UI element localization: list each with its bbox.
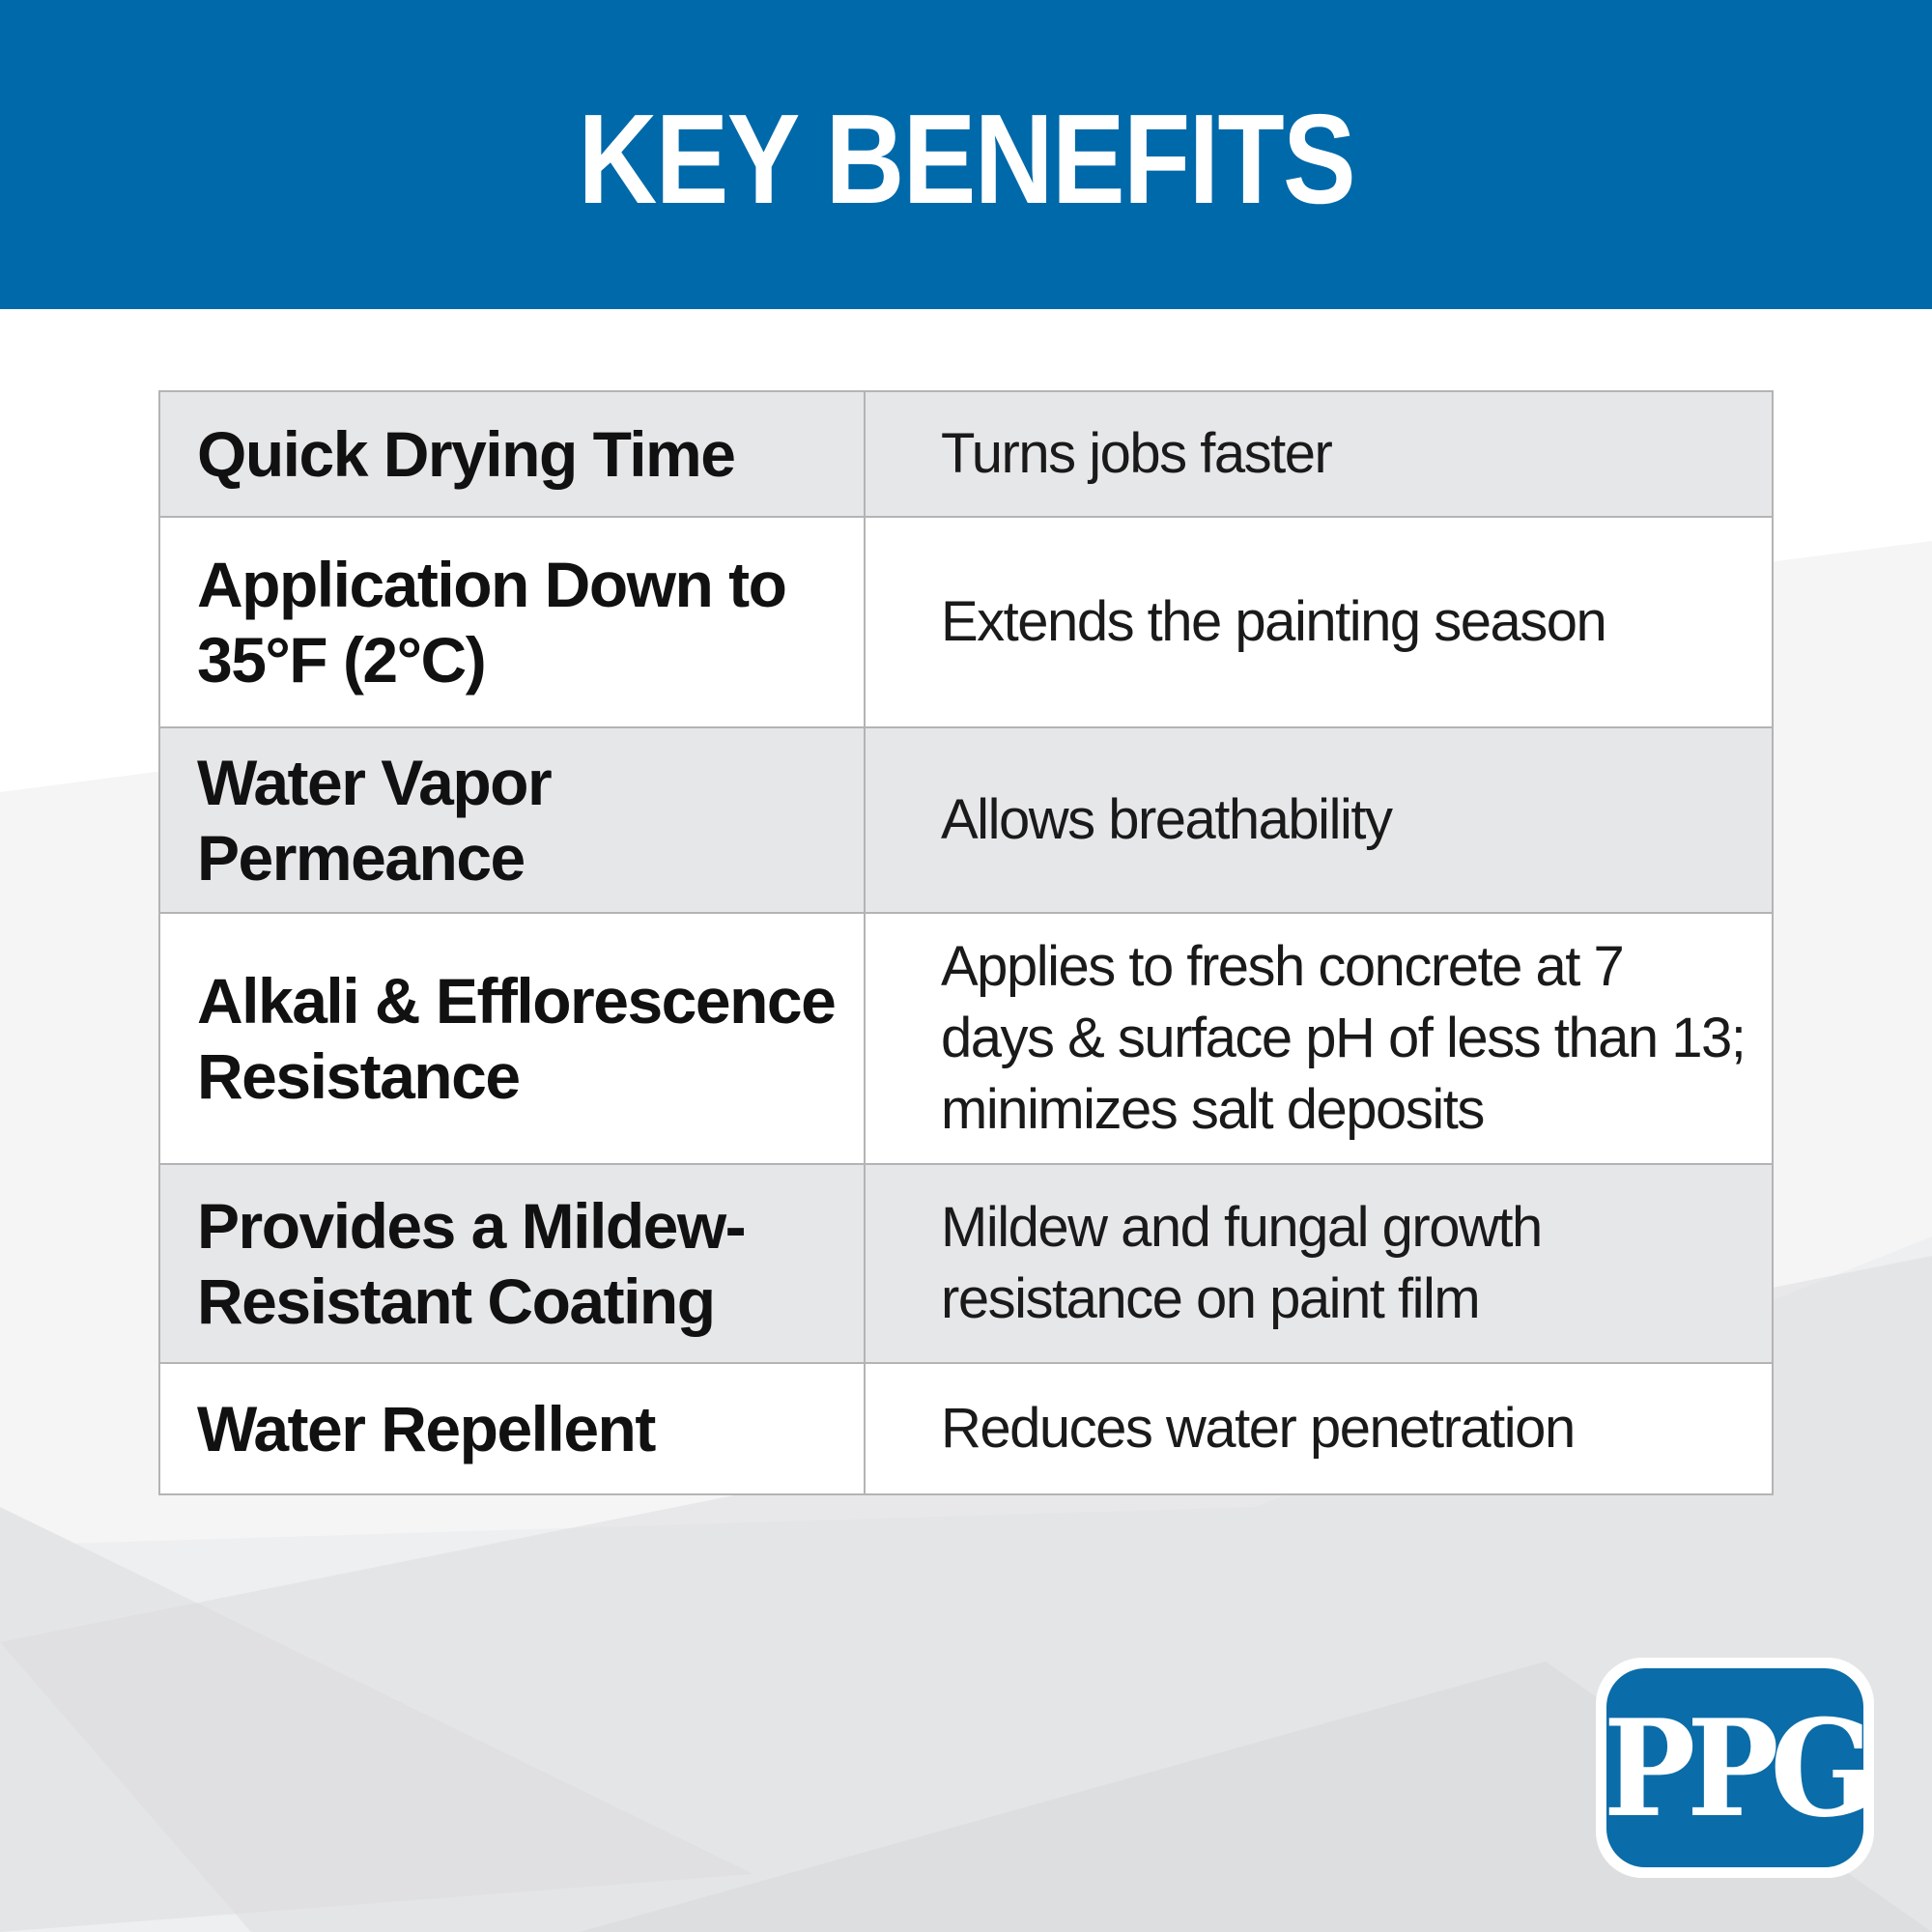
feature-cell: Quick Drying Time xyxy=(158,390,866,518)
feature-label: Quick Drying Time xyxy=(197,418,736,490)
table-row: Water Vapor Permeance Allows breathabili… xyxy=(158,726,1774,914)
feature-cell: Provides a Mildew- Resistant Coating xyxy=(158,1163,866,1364)
description-cell: Applies to fresh concrete at 7 days & su… xyxy=(864,912,1774,1165)
feature-label: Provides a Mildew- Resistant Coating xyxy=(197,1190,747,1337)
description-text: Reduces water penetration xyxy=(941,1397,1576,1460)
table-row: Application Down to 35°F (2°C) Extends t… xyxy=(158,516,1774,728)
feature-label: Water Vapor Permeance xyxy=(197,747,553,894)
benefits-table: Quick Drying Time Turns jobs faster Appl… xyxy=(158,390,1774,1495)
feature-cell: Application Down to 35°F (2°C) xyxy=(158,516,866,728)
table-row: Provides a Mildew- Resistant Coating Mil… xyxy=(158,1163,1774,1364)
feature-cell: Water Repellent xyxy=(158,1362,866,1495)
description-text: Extends the painting season xyxy=(941,590,1607,653)
ppg-logo-text: PPG xyxy=(1604,1689,1875,1847)
feature-label: Water Repellent xyxy=(197,1393,656,1464)
header-banner: KEY BENEFITS xyxy=(0,0,1932,309)
table-row: Quick Drying Time Turns jobs faster xyxy=(158,390,1774,518)
ppg-logo-badge: PPG xyxy=(1604,1668,1875,1867)
feature-cell: Water Vapor Permeance xyxy=(158,726,866,914)
table-row: Water Repellent Reduces water penetratio… xyxy=(158,1362,1774,1495)
description-cell: Allows breathability xyxy=(864,726,1774,914)
description-cell: Reduces water penetration xyxy=(864,1362,1774,1495)
description-cell: Extends the painting season xyxy=(864,516,1774,728)
ppg-logo: PPG xyxy=(1596,1658,1875,1878)
page-title: KEY BENEFITS xyxy=(578,87,1355,230)
description-text: Allows breathability xyxy=(941,788,1393,851)
description-text: Mildew and fungal growth resistance on p… xyxy=(941,1196,1543,1330)
description-text: Applies to fresh concrete at 7 days & su… xyxy=(941,935,1747,1141)
feature-cell: Alkali & Efflorescence Resistance xyxy=(158,912,866,1165)
description-cell: Mildew and fungal growth resistance on p… xyxy=(864,1163,1774,1364)
feature-label: Application Down to 35°F (2°C) xyxy=(197,549,787,696)
description-cell: Turns jobs faster xyxy=(864,390,1774,518)
table-row: Alkali & Efflorescence Resistance Applie… xyxy=(158,912,1774,1165)
description-text: Turns jobs faster xyxy=(941,422,1333,485)
feature-label: Alkali & Efflorescence Resistance xyxy=(197,965,837,1112)
